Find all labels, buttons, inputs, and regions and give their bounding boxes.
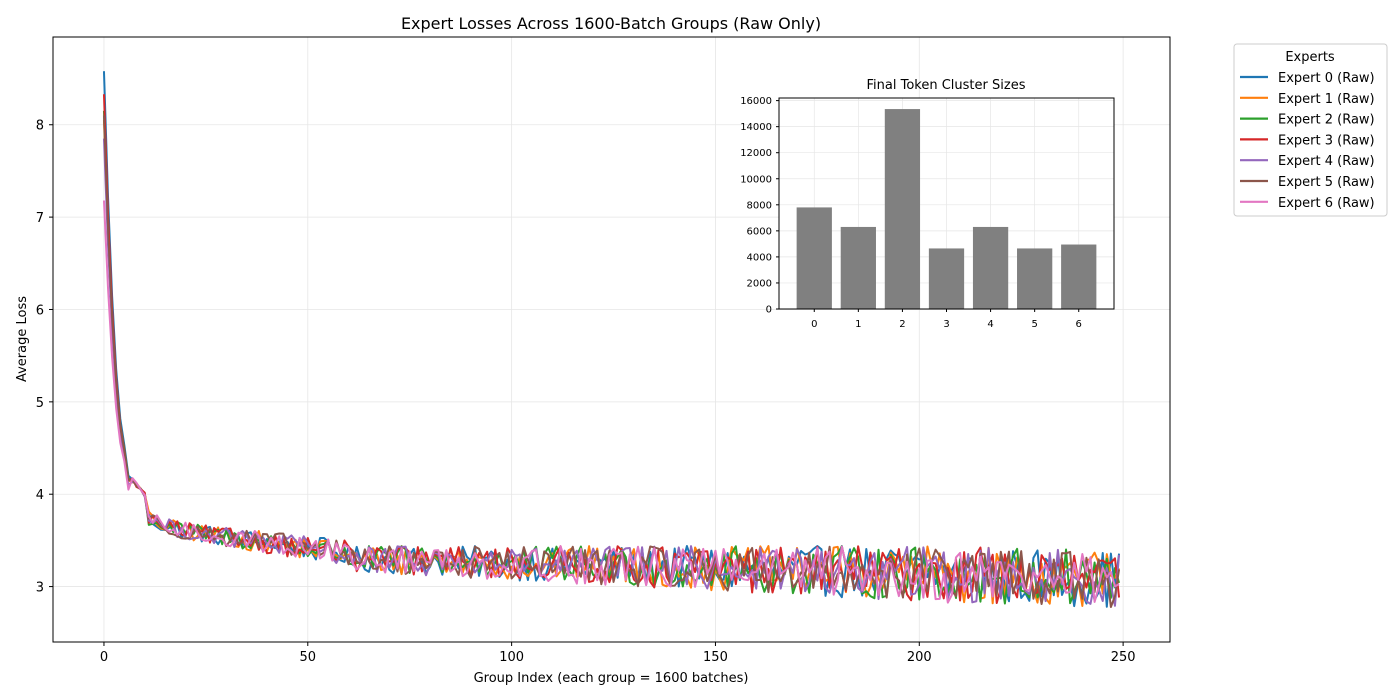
- inset-ticks: 0 2000 4000 6000 8000 10000 12000 14000 16000 0 1 2…: [740, 96, 1082, 330]
- inset-y-tick-label: 10000: [740, 174, 772, 185]
- main-chart-x-axis-label: Group Index (each group = 1600 batches): [474, 671, 749, 686]
- y-tick-label: 3: [36, 581, 44, 596]
- series-line-expert-6: [102, 200, 1120, 604]
- inset-bar-3: [928, 248, 965, 309]
- inset-x-tick-label: 4: [987, 319, 993, 330]
- inset-bar-5: [1017, 248, 1053, 309]
- main-chart-y-axis-label: Average Loss: [15, 296, 30, 382]
- inset-bars: [796, 109, 1097, 309]
- x-tick-label: 50: [300, 650, 317, 665]
- inset-y-tick-label: 0: [766, 305, 772, 316]
- legend-label: Expert 2 (Raw): [1278, 113, 1375, 128]
- inset-y-tick-label: 4000: [747, 252, 772, 263]
- main-chart-series: [102, 71, 1121, 608]
- inset-y-tick-label: 6000: [747, 226, 772, 237]
- inset-bar-4: [972, 226, 1009, 309]
- inset-bar-1: [840, 226, 876, 309]
- legend-items: Expert 0 (Raw) Expert 1 (Raw) Expert 2 (Ra…: [1240, 71, 1375, 211]
- y-tick-label: 8: [36, 119, 44, 134]
- legend-label: Expert 3 (Raw): [1278, 133, 1375, 148]
- inset-y-tick-label: 16000: [740, 96, 772, 107]
- inset-y-tick-label: 12000: [740, 148, 772, 159]
- legend-label: Expert 4 (Raw): [1278, 154, 1375, 169]
- inset-y-tick-label: 14000: [740, 122, 772, 133]
- main-chart-title: Expert Losses Across 1600-Batch Groups (…: [401, 14, 821, 33]
- inset-x-tick-label: 2: [899, 319, 905, 330]
- series-line-expert-5: [102, 115, 1121, 608]
- y-tick-label: 7: [36, 211, 44, 226]
- inset-x-tick-label: 5: [1031, 319, 1037, 330]
- main-chart-frame: [52, 36, 1171, 643]
- y-tick-label: 4: [36, 488, 44, 503]
- legend-label: Expert 1 (Raw): [1278, 92, 1375, 107]
- inset-y-tick-label: 2000: [747, 278, 772, 289]
- legend-label: Expert 6 (Raw): [1278, 196, 1375, 211]
- x-tick-label: 100: [499, 650, 524, 665]
- x-tick-label: 250: [1111, 650, 1136, 665]
- x-tick-label: 200: [907, 650, 932, 665]
- y-tick-label: 6: [36, 303, 44, 318]
- legend-label: Expert 5 (Raw): [1278, 175, 1375, 190]
- x-tick-label: 150: [703, 650, 728, 665]
- legend-box: [1233, 43, 1388, 217]
- inset-bar-2: [884, 109, 921, 309]
- inset-x-tick-label: 3: [943, 319, 949, 330]
- inset-bar-0: [796, 207, 832, 309]
- inset-x-tick-label: 6: [1076, 319, 1082, 330]
- legend-label: Expert 0 (Raw): [1278, 71, 1375, 86]
- inset-y-tick-label: 8000: [747, 200, 772, 211]
- series-line-expert-3: [102, 94, 1121, 605]
- y-tick-label: 5: [36, 396, 44, 411]
- inset-x-tick-label: 0: [811, 319, 817, 330]
- x-tick-label: 0: [100, 650, 108, 665]
- inset-x-tick-label: 1: [855, 319, 861, 330]
- legend-title: Experts: [1285, 50, 1335, 65]
- inset-bar-6: [1061, 244, 1097, 309]
- inset-chart-title: Final Token Cluster Sizes: [867, 78, 1026, 93]
- inset-bar-chart: Final Token Cluster Sizes 0 2000 4000 6000 8…: [740, 78, 1115, 330]
- legend: Experts Expert 0 (Raw)Expert 1 (Raw)Expe…: [1233, 43, 1388, 217]
